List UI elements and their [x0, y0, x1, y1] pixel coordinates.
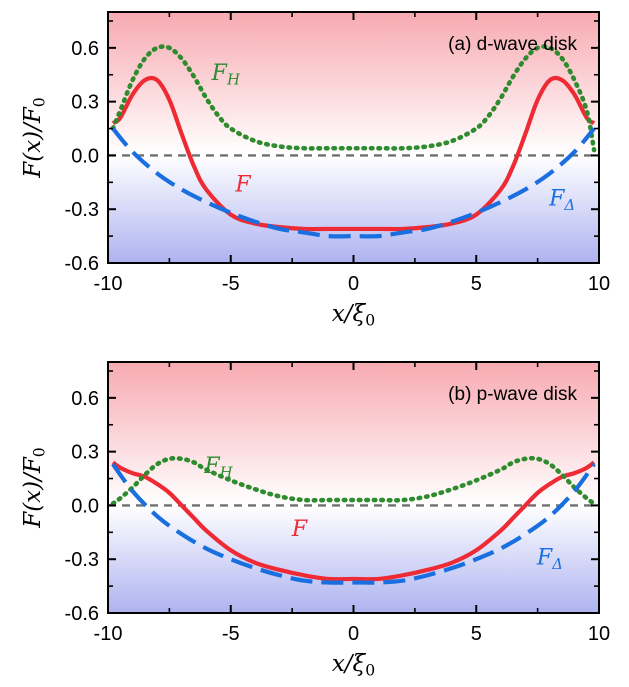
series-line-f: [111, 460, 596, 582]
series-line-fdelta: [111, 462, 596, 585]
x-tick-label: 0: [348, 623, 359, 645]
x-axis-label: x/ξ0: [332, 651, 375, 680]
series-line-f-h: [110, 44, 597, 153]
y-tick-label: 0.0: [71, 495, 99, 517]
series-label-2: FH: [211, 61, 241, 88]
y-axis-label: F(x)/F0: [20, 97, 49, 179]
series-label-3: FΔ: [548, 187, 575, 214]
series-label-2: FH: [203, 454, 233, 481]
y-axis-label: F(x)/F0: [20, 447, 49, 529]
x-tick-label: 10: [588, 273, 610, 295]
y-tick-label: 0.3: [71, 442, 99, 464]
panel-title: (b) p-wave disk: [448, 384, 577, 405]
series-line-fdelta: [111, 127, 596, 239]
y-tick-label: 0.6: [71, 38, 99, 60]
y-tick-label: 0.3: [71, 92, 99, 114]
plot-background: [108, 362, 599, 613]
y-tick-label: 0.0: [71, 145, 99, 167]
chart-panel-1: F FH FΔ (a) d-wave disk -10 -5 0 5 10 -0.6 -0.3 0.0…: [20, 11, 610, 330]
x-tick-label: -10: [94, 273, 123, 295]
series-label-3: FΔ: [536, 546, 563, 573]
y-tick-label: -0.3: [65, 199, 99, 221]
y-tick-label: -0.6: [65, 253, 99, 275]
y-tick-label: -0.3: [65, 549, 99, 571]
plot-background: [108, 12, 599, 263]
x-tick-label: 5: [471, 273, 482, 295]
panel-title: (a) d-wave disk: [448, 34, 577, 55]
series-group: [110, 44, 597, 239]
series-line-f: [111, 75, 596, 232]
series-group: [110, 455, 597, 585]
x-tick-label: 10: [588, 623, 610, 645]
chart-panel-2: F FH FΔ (b) p-wave disk -10 -5 0 5 10 -0.6 -0.3 0.0…: [20, 361, 610, 680]
x-axis-label: x/ξ0: [332, 301, 375, 330]
x-tick-label: -10: [94, 623, 123, 645]
y-tick-label: 0.6: [71, 388, 99, 410]
x-tick-label: 5: [471, 623, 482, 645]
series-line-f-h: [110, 455, 597, 506]
series-label-1: F: [291, 517, 308, 542]
x-tick-label: -5: [222, 273, 240, 295]
y-tick-label: -0.6: [65, 603, 99, 625]
x-tick-label: 0: [348, 273, 359, 295]
x-tick-label: -5: [222, 623, 240, 645]
series-label-1: F: [234, 172, 251, 197]
